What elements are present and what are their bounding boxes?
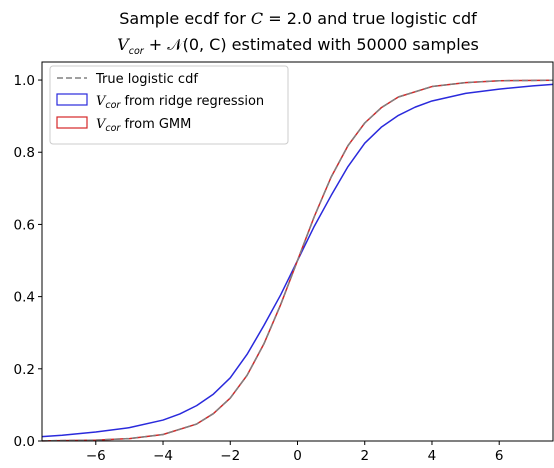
y-axis: 0.0 0.2 0.4 0.6 0.8 1.0 xyxy=(14,73,42,450)
x-tick-label: 6 xyxy=(495,448,504,464)
legend-swatch-ridge xyxy=(56,93,88,106)
x-tick-label: 4 xyxy=(428,448,437,464)
legend-label-ridge: Vcor from ridge regression xyxy=(96,94,264,111)
y-tick-label: 0.4 xyxy=(14,290,35,306)
series-layer xyxy=(41,79,554,442)
x-tick-label: 0 xyxy=(293,448,302,464)
x-tick-label: −6 xyxy=(86,448,106,464)
y-tick-label: 0.2 xyxy=(14,362,35,378)
series-true-logistic-cdf xyxy=(41,79,554,442)
chart-title-line2: Vcor + 𝒩(0, C) estimated with 50000 samp… xyxy=(117,35,479,57)
x-tick-label: −4 xyxy=(153,448,173,464)
plot-area: −6 −4 −2 0 2 4 6 0.0 0.2 0.4 0.6 0.8 1.0 xyxy=(14,61,554,464)
y-tick-label: 0.8 xyxy=(14,145,35,161)
y-tick-label: 0.6 xyxy=(14,217,35,233)
chart-title-line1: Sample ecdf for C = 2.0 and true logisti… xyxy=(119,9,477,28)
legend-swatch-gmm xyxy=(56,116,88,129)
legend: True logistic cdf Vcor from ridge regres… xyxy=(49,65,289,145)
x-axis: −6 −4 −2 0 2 4 6 xyxy=(86,441,504,464)
legend-label-true-logistic: True logistic cdf xyxy=(95,72,198,87)
x-tick-label: −2 xyxy=(220,448,240,464)
legend-label-gmm: Vcor from GMM xyxy=(96,117,191,134)
y-tick-label: 1.0 xyxy=(14,73,35,89)
y-tick-label: 0.0 xyxy=(14,434,35,450)
x-tick-label: 2 xyxy=(360,448,369,464)
legend-box xyxy=(49,65,289,145)
